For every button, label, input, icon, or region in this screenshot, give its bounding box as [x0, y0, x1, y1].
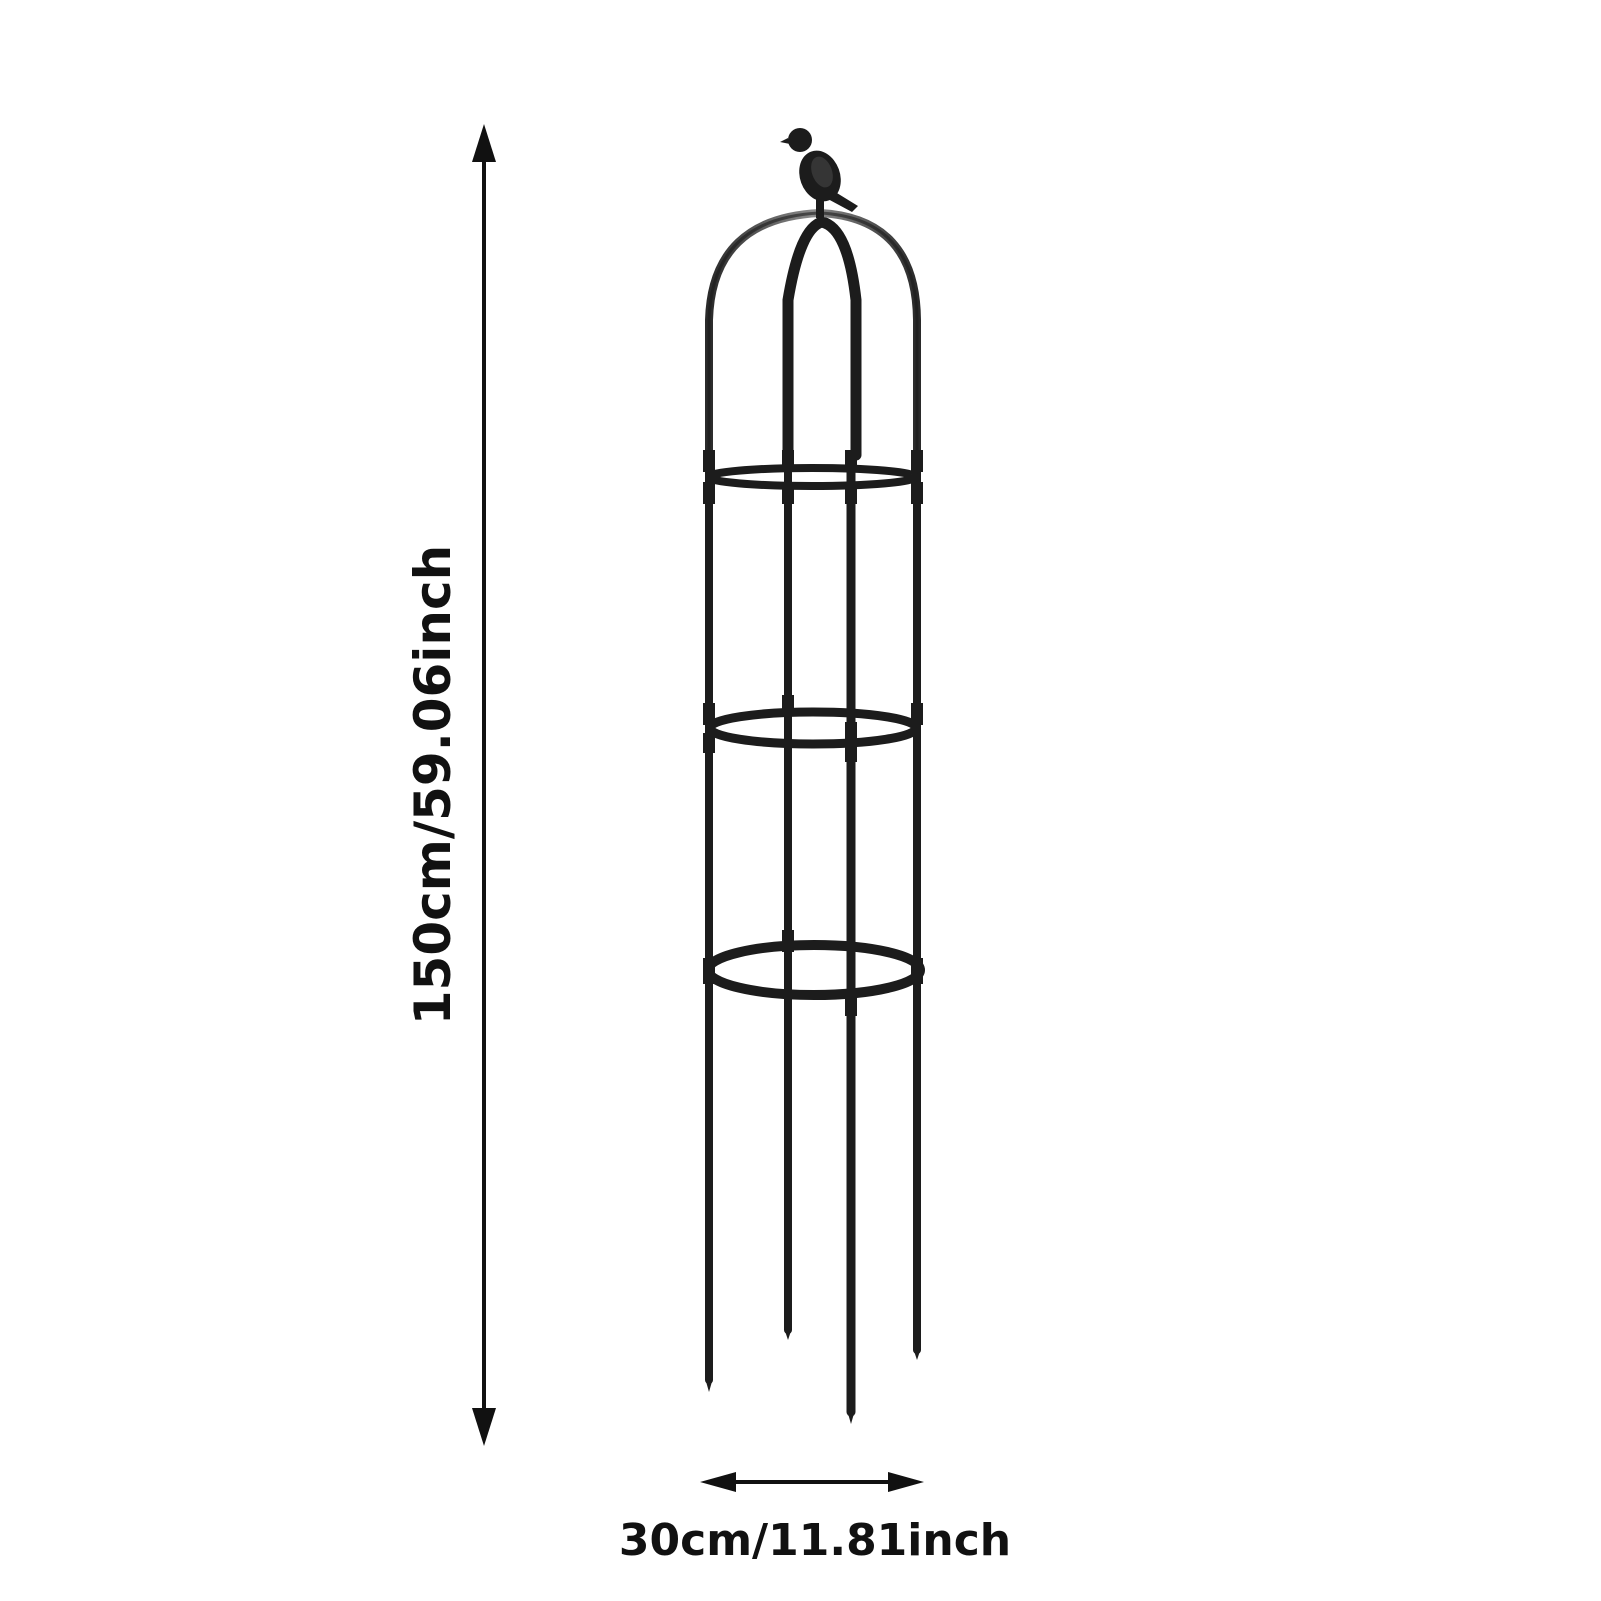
bird-finial-icon — [780, 128, 858, 218]
width-label: 30cm/11.81inch — [619, 1515, 1011, 1566]
pole-connectors — [703, 450, 923, 1016]
dome-arch-outer — [705, 208, 921, 459]
dome-arch-back — [782, 216, 862, 461]
height-label: 150cm/59.06inch — [404, 545, 462, 1026]
width-dimension-arrow — [700, 1472, 924, 1492]
support-ring-middle — [705, 707, 921, 749]
garden-obelisk-trellis — [703, 128, 925, 1424]
height-dimension-arrow — [472, 124, 496, 1446]
support-ring-top — [705, 464, 919, 490]
support-ring-bottom — [703, 940, 925, 1000]
